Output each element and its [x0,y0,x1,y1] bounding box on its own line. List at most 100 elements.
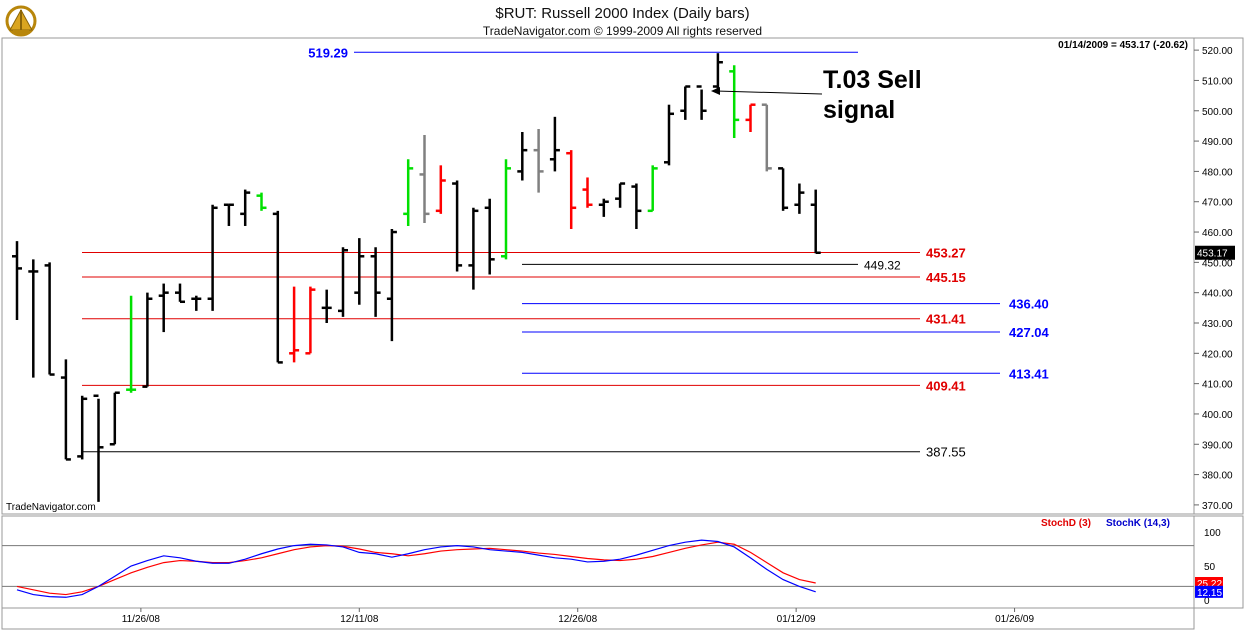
ohlc-bar [93,394,104,502]
price-tick-label: 420.00 [1202,349,1233,360]
ohlc-bar [142,292,153,388]
ohlc-bar [582,177,593,208]
sell-signal-annotation: T.03 Sell signal [711,66,922,124]
ohlc-bar [191,295,202,311]
price-tick-label: 380.00 [1202,471,1233,482]
ohlc-bar [223,203,234,226]
ohlc-bar [566,150,577,230]
chart-header: $RUT: Russell 2000 Index (Daily bars) Tr… [0,0,1245,40]
ohlc-bar [305,286,316,355]
sextant-logo-icon [5,5,37,37]
price-tick-label: 490.00 [1202,137,1233,148]
price-tick-label: 450.00 [1202,258,1233,269]
price-readout: 01/14/2009 = 453.17 (-20.62) [1058,40,1188,51]
last-price-box [1195,245,1235,260]
annotation-arrow-line [715,90,823,95]
date-tick-label: 01/26/09 [995,614,1034,625]
ohlc-bar [501,159,511,260]
level-label: 431.41 [926,312,966,327]
price-tick-label: 440.00 [1202,289,1233,300]
ohlc-bar [778,167,789,211]
stoch-legend: StochD (3) StochK (14,3) [1041,518,1170,529]
ohlc-bar [664,104,674,166]
stoch-series-1 [16,539,816,598]
date-tick-label: 12/11/08 [340,614,379,625]
price-tick-label: 460.00 [1202,228,1233,239]
ohlc-bar [28,259,39,378]
legend-stochd: StochD (3) [1041,518,1091,529]
ohlc-bar [126,295,137,393]
ohlc-bar [207,204,218,311]
chart-title: $RUT: Russell 2000 Index (Daily bars) [495,5,750,22]
ohlc-bar [354,238,365,305]
price-tick-label: 400.00 [1202,410,1233,421]
stoch-last-box [1195,585,1223,598]
price-tick-label: 510.00 [1202,76,1233,87]
ohlc-bar [386,229,397,342]
ohlc-bar [484,198,495,275]
stoch-tick-label: 0 [1204,596,1210,607]
ohlc-bar [729,65,740,139]
level-label: 436.40 [1009,297,1049,312]
price-tick-label: 370.00 [1202,501,1233,512]
ohlc-bar [403,159,414,226]
price-tick-label: 520.00 [1202,46,1233,57]
ohlc-bar [452,180,463,272]
level-lines: 519.29 453.27 449.32 445.15 436.40 431.41 427.… [82,45,1050,460]
ohlc-bar [631,183,642,230]
ohlc-bar [158,283,169,333]
level-label: 427.04 [1009,325,1050,340]
ohlc-bar [175,283,185,304]
date-axis-panel [1,607,1195,630]
level-label: 453.27 [926,245,966,260]
ohlc-bar [810,189,821,254]
level-label: 519.29 [308,45,348,60]
ohlc-bar [435,165,446,214]
ohlc-bar [680,85,691,120]
ohlc-bar [77,395,88,460]
price-tick-label: 480.00 [1202,167,1233,178]
ohlc-bar [794,183,805,214]
ohlc-bar [240,189,251,226]
ohlc-bar [533,128,544,193]
ohlc-bar [109,391,120,446]
ohlc-bar [615,182,626,208]
last-price-label: 453.17 [1197,249,1228,260]
price-tick-label: 500.00 [1202,107,1233,118]
price-tick-label: 470.00 [1202,198,1233,209]
stoch-axis-panel [1193,515,1244,609]
stochastic-lines [2,539,1194,598]
date-axis: 11/26/08 12/11/08 12/26/08 01/12/09 01/26/09 [122,608,1034,625]
annotation-line-2: signal [823,96,895,124]
ohlc-bar [598,198,609,217]
ohlc-bar [44,262,55,376]
ohlc-bar [517,131,528,181]
ohlc-bar [12,241,22,320]
ohlc-bar [647,165,658,213]
annotation-arrowhead [711,87,720,95]
price-axis-panel [1193,37,1244,515]
date-tick-label: 12/26/08 [558,614,597,625]
ohlc-bar [272,210,283,364]
ohlc-bar [256,192,267,211]
price-tick-label: 390.00 [1202,440,1233,451]
ohlc-bar [712,53,723,90]
price-axis: 370.00 380.00 390.00 400.00 410.00 420.00 430.… [1194,46,1235,512]
ohlc-bar [60,359,71,461]
ohlc-bar [761,103,772,172]
ohlc-bar [745,103,756,132]
date-tick-label: 11/26/08 [122,614,161,625]
ohlc-bar [321,289,332,323]
level-label: 387.55 [926,445,966,460]
stoch-tick-label: 50 [1204,562,1216,573]
level-label: 449.32 [864,258,901,272]
price-tick-label: 430.00 [1202,319,1233,330]
stoch-tick-label: 100 [1204,528,1221,539]
watermark-text: TradeNavigator.com [6,502,96,513]
ohlc-bar [468,207,479,290]
copyright-subtitle: TradeNavigator.com © 1999-2009 All right… [482,24,763,38]
ohlc-bar [370,247,381,317]
ohlc-bar [696,85,707,120]
